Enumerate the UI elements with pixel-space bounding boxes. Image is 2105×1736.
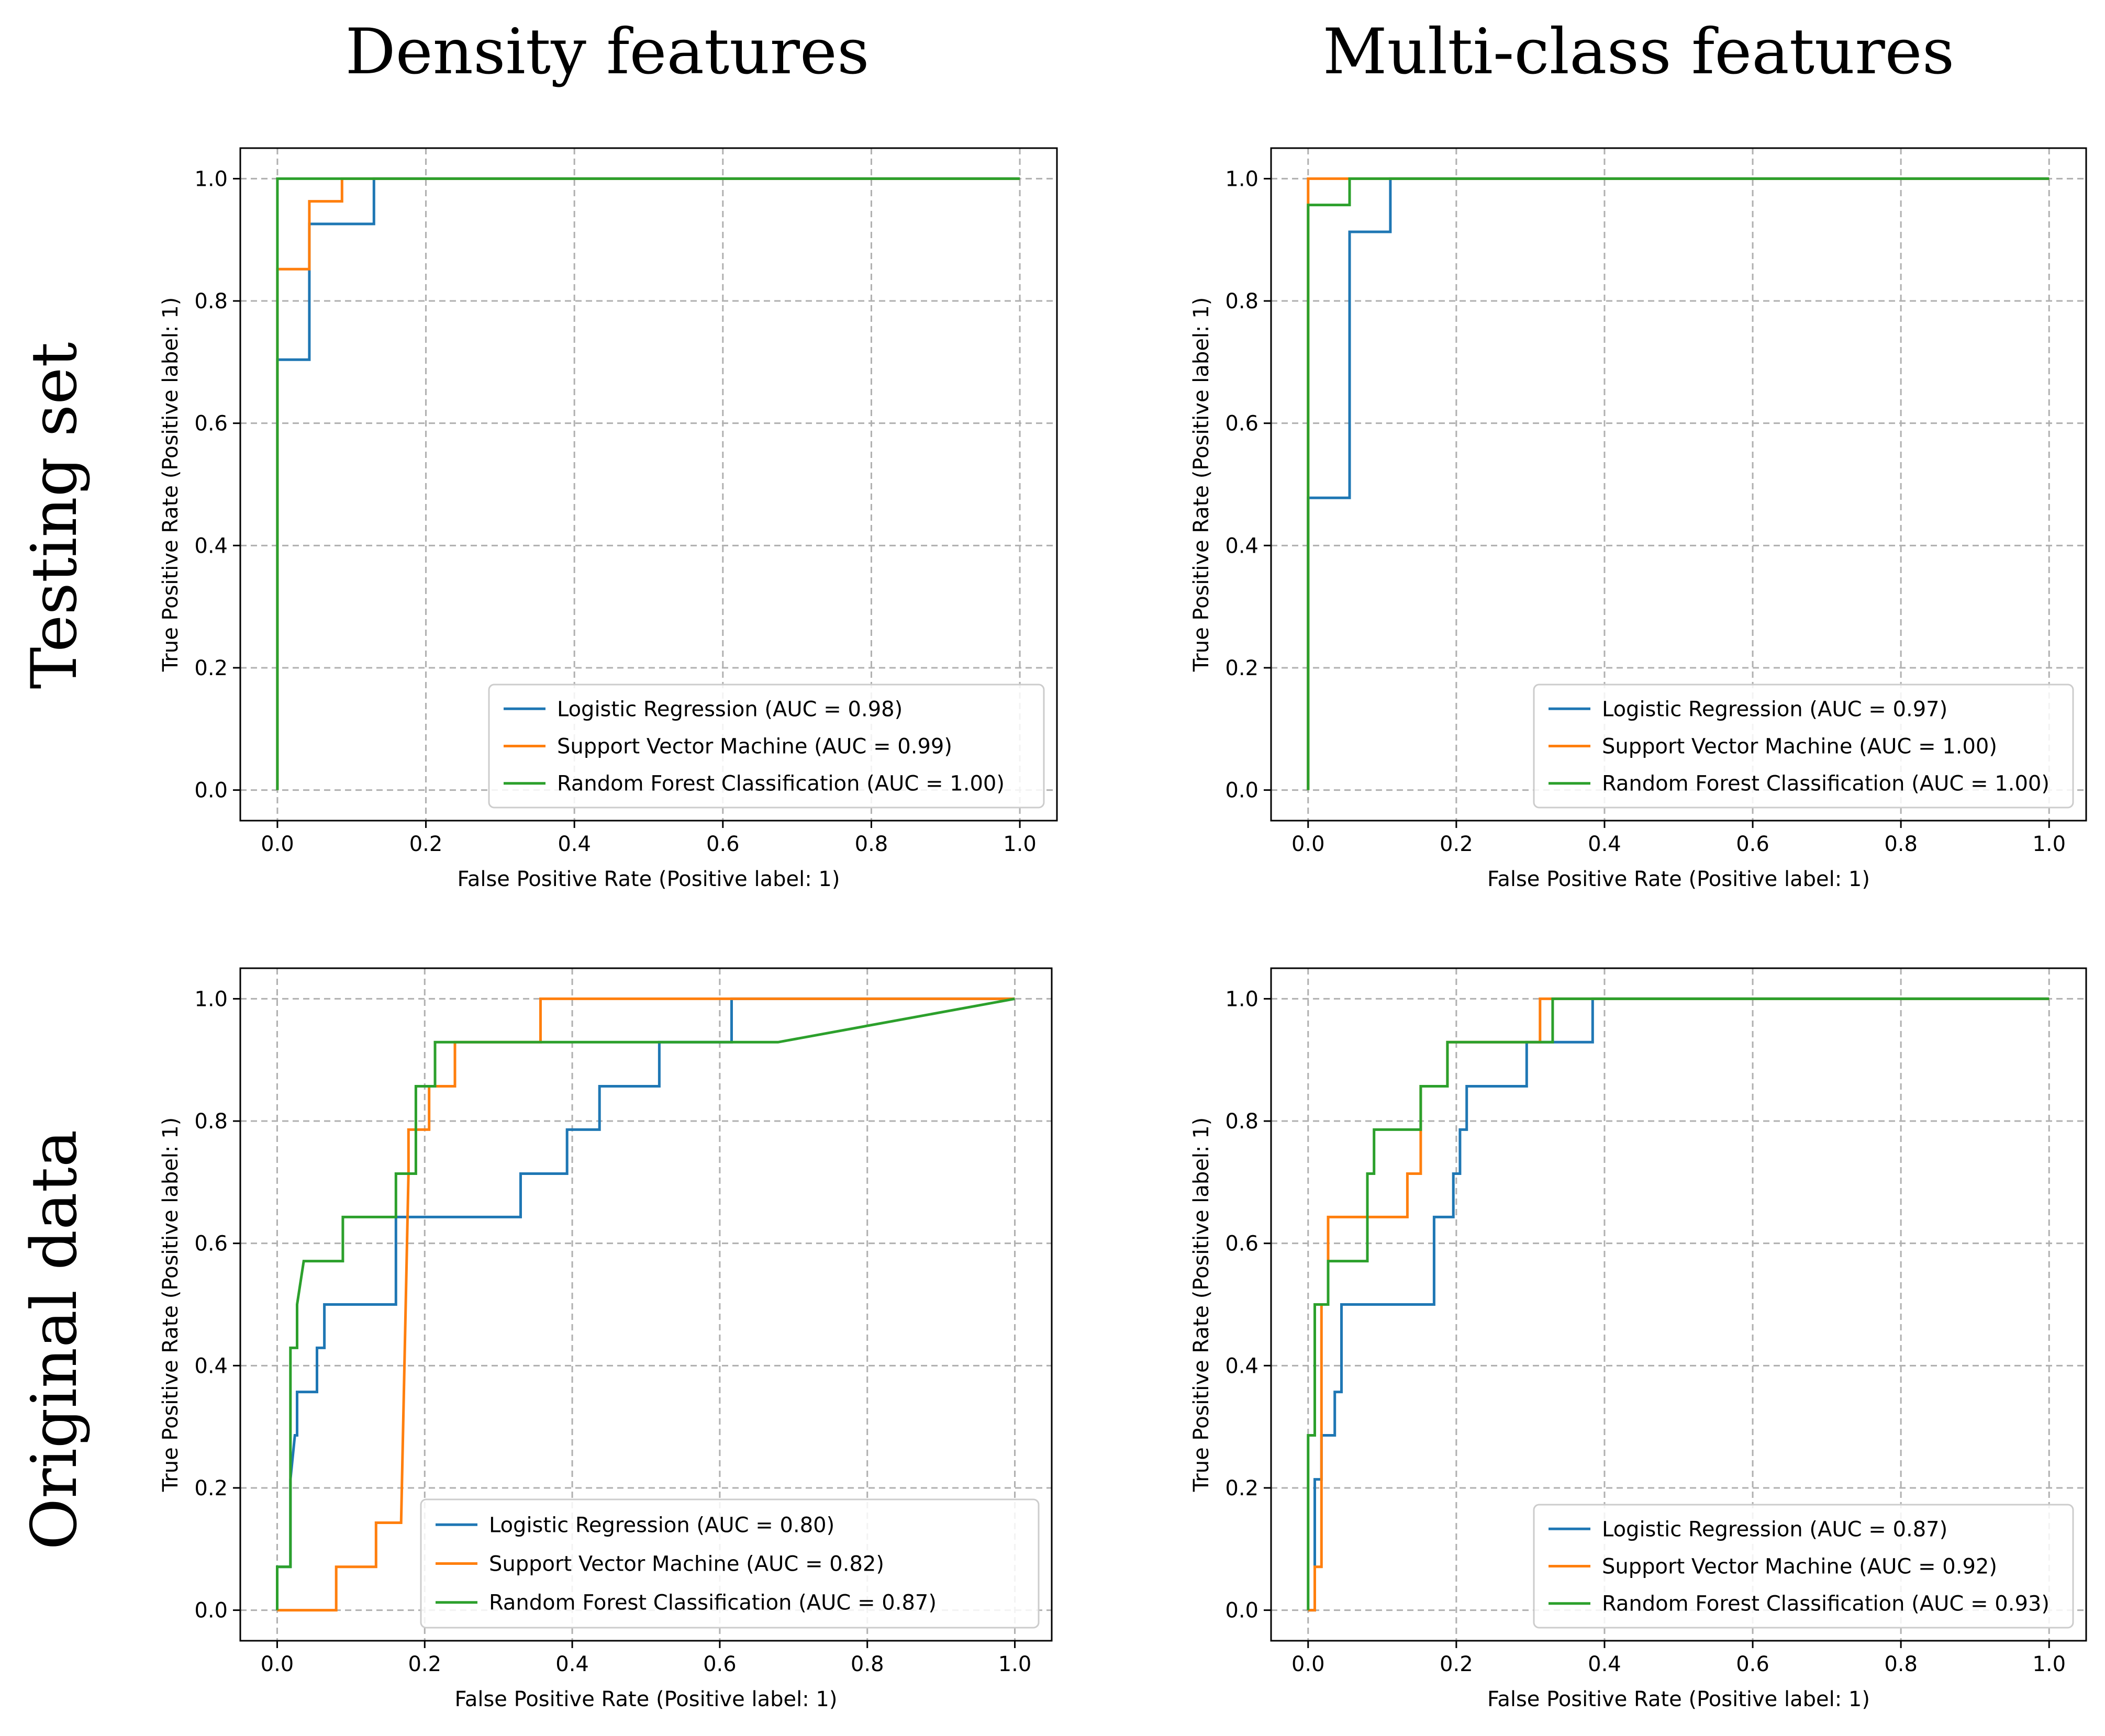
y-axis-label: True Positive Rate (Positive label: 1) xyxy=(159,297,183,673)
x-tick-label: 0.0 xyxy=(261,1652,294,1676)
x-tick-label: 0.6 xyxy=(1736,832,1769,856)
legend-label: Support Vector Machine (AUC = 0.92) xyxy=(1602,1555,1997,1579)
y-tick-label: 0.0 xyxy=(1225,779,1258,803)
legend-label: Support Vector Machine (AUC = 0.99) xyxy=(557,735,952,759)
y-tick-label: 0.2 xyxy=(194,656,228,680)
legend-box xyxy=(1533,684,2074,809)
legend-label: Support Vector Machine (AUC = 0.82) xyxy=(489,1552,884,1576)
x-tick-label: 0.0 xyxy=(1291,1652,1325,1676)
legend-label: Random Forest Classification (AUC = 1.00… xyxy=(557,772,1005,796)
legend-label: Random Forest Classification (AUC = 0.93… xyxy=(1602,1592,2050,1616)
col-title-density: Density features xyxy=(345,16,869,88)
y-tick-label: 0.4 xyxy=(1225,1354,1258,1378)
legend-label: Random Forest Classification (AUC = 1.00… xyxy=(1602,772,2050,796)
x-tick-label: 1.0 xyxy=(998,1652,1032,1676)
legend-label: Random Forest Classification (AUC = 0.87… xyxy=(489,1591,937,1615)
x-tick-label: 1.0 xyxy=(2032,1652,2066,1676)
x-tick-label: 0.6 xyxy=(706,832,740,856)
x-tick-label: 1.0 xyxy=(2032,832,2066,856)
legend: Logistic Regression (AUC = 0.98) Support … xyxy=(488,684,1045,809)
panel-test-multiclass: 0.0 0.2 0.4 0.6 0.8 1.0 0.0 0.2 0.4 0.6 0.8 1.0 Fals… xyxy=(1189,147,2087,891)
y-axis-label: True Positive Rate (Positive label: 1) xyxy=(159,1117,183,1493)
x-axis-label: False Positive Rate (Positive label: 1) xyxy=(458,867,840,891)
x-tick-label: 0.2 xyxy=(408,1652,441,1676)
x-tick-label: 0.6 xyxy=(1736,1652,1769,1676)
y-tick-label: 0.6 xyxy=(194,1232,228,1256)
y-tick-label: 0.8 xyxy=(1225,1110,1258,1134)
x-tick-label: 1.0 xyxy=(1003,832,1037,856)
roc-curve-logistic-regression xyxy=(276,997,1015,1610)
legend: Logistic Regression (AUC = 0.87) Support … xyxy=(1533,1504,2074,1629)
x-tick-label: 0.4 xyxy=(1588,1652,1621,1676)
row-title-original: Original data xyxy=(18,1130,91,1550)
legend-box xyxy=(1533,1504,2074,1629)
legend-label: Logistic Regression (AUC = 0.97) xyxy=(1602,697,1947,721)
axes-frame xyxy=(1270,147,2087,822)
x-axis-label: False Positive Rate (Positive label: 1) xyxy=(455,1687,838,1711)
x-tick-label: 0.2 xyxy=(409,832,443,856)
axes-frame xyxy=(239,147,1058,822)
row-title-testing: Testing set xyxy=(18,342,91,689)
x-tick-label: 0.4 xyxy=(555,1652,589,1676)
y-axis-label: True Positive Rate (Positive label: 1) xyxy=(1189,297,1213,673)
y-tick-label: 0.2 xyxy=(194,1476,228,1500)
y-tick-label: 0.6 xyxy=(1225,1232,1258,1256)
x-tick-label: 0.4 xyxy=(558,832,591,856)
roc-curve-random-forest-classification xyxy=(276,177,1020,790)
x-tick-label: 0.0 xyxy=(1291,832,1325,856)
y-tick-label: 0.8 xyxy=(194,289,228,313)
roc-curve-random-forest-classification xyxy=(1307,997,2050,1610)
x-tick-label: 0.8 xyxy=(1884,832,1918,856)
x-tick-label: 0.8 xyxy=(1884,1652,1918,1676)
col-title-multiclass: Multi-class features xyxy=(1323,16,1955,88)
y-tick-label: 0.0 xyxy=(194,1599,228,1623)
y-tick-label: 0.8 xyxy=(194,1110,228,1134)
legend: Logistic Regression (AUC = 0.97) Support … xyxy=(1533,684,2074,809)
x-tick-label: 0.6 xyxy=(703,1652,737,1676)
x-tick-label: 0.4 xyxy=(1588,832,1621,856)
x-axis-label: False Positive Rate (Positive label: 1) xyxy=(1487,1687,1870,1711)
legend-label: Logistic Regression (AUC = 0.98) xyxy=(557,697,903,721)
y-tick-label: 0.6 xyxy=(194,412,228,436)
y-tick-label: 0.0 xyxy=(1225,1599,1258,1623)
x-axis-label: False Positive Rate (Positive label: 1) xyxy=(1487,867,1870,891)
x-tick-label: 0.2 xyxy=(1440,832,1473,856)
y-tick-label: 0.2 xyxy=(1225,1476,1258,1500)
x-tick-label: 0.2 xyxy=(1440,1652,1473,1676)
y-tick-label: 1.0 xyxy=(1225,987,1258,1011)
panels: 0.0 0.2 0.4 0.6 0.8 1.0 0.0 0.2 0.4 0.6 0.8 1.0 Fals… xyxy=(159,147,2087,1711)
axes-frame xyxy=(1270,967,2087,1642)
y-tick-label: 0.4 xyxy=(194,1354,228,1378)
legend-box xyxy=(488,684,1045,809)
panel-orig-multiclass: 0.0 0.2 0.4 0.6 0.8 1.0 0.0 0.2 0.4 0.6 0.8 1.0 Fals… xyxy=(1189,967,2087,1711)
y-tick-label: 1.0 xyxy=(1225,167,1258,191)
x-tick-label: 0.0 xyxy=(261,832,294,856)
y-tick-label: 0.4 xyxy=(1225,534,1258,558)
roc-curve-random-forest-classification xyxy=(1307,177,2050,790)
y-tick-label: 1.0 xyxy=(194,167,228,191)
y-tick-label: 0.8 xyxy=(1225,289,1258,313)
legend-label: Support Vector Machine (AUC = 1.00) xyxy=(1602,735,1997,759)
y-tick-label: 1.0 xyxy=(194,987,228,1011)
legend-label: Logistic Regression (AUC = 0.80) xyxy=(489,1513,834,1537)
roc-curve-random-forest-classification xyxy=(276,997,1015,1610)
x-tick-label: 0.8 xyxy=(855,832,888,856)
y-tick-label: 0.2 xyxy=(1225,656,1258,680)
legend-label: Logistic Regression (AUC = 0.87) xyxy=(1602,1517,1947,1541)
y-tick-label: 0.4 xyxy=(194,534,228,558)
y-axis-label: True Positive Rate (Positive label: 1) xyxy=(1189,1117,1213,1493)
y-tick-label: 0.6 xyxy=(1225,412,1258,436)
legend-box xyxy=(420,1498,1040,1629)
axes-frame xyxy=(239,967,1053,1642)
x-tick-label: 0.8 xyxy=(851,1652,884,1676)
legend: Logistic Regression (AUC = 0.80) Support … xyxy=(420,1498,1040,1629)
panel-test-density: 0.0 0.2 0.4 0.6 0.8 1.0 0.0 0.2 0.4 0.6 0.8 1.0 Fals… xyxy=(159,147,1058,891)
panel-orig-density: 0.0 0.2 0.4 0.6 0.8 1.0 0.0 0.2 0.4 0.6 0.8 1.0 Fals… xyxy=(159,967,1053,1711)
y-tick-label: 0.0 xyxy=(194,779,228,803)
